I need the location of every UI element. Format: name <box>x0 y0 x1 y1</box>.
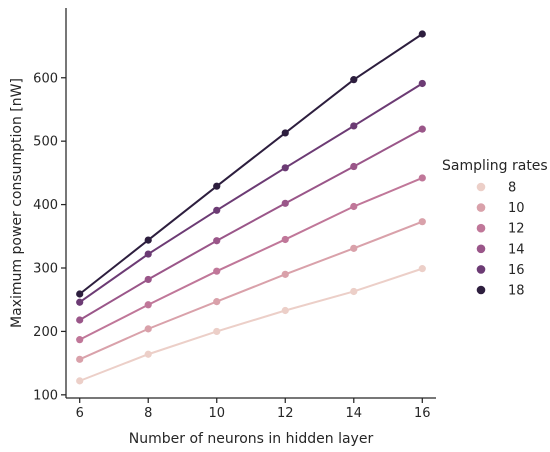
series-line <box>79 220 423 361</box>
y-tick-label: 100 <box>33 388 58 403</box>
legend-label: 8 <box>508 181 516 196</box>
series-line <box>79 82 423 304</box>
series-line <box>79 33 423 295</box>
legend-marker <box>476 265 486 274</box>
data-point <box>350 76 358 84</box>
data-point <box>76 377 84 385</box>
legend-marker <box>476 285 486 295</box>
data-point <box>213 206 221 214</box>
data-point <box>418 218 426 226</box>
legend-label: 10 <box>508 201 525 216</box>
legend-marker <box>476 244 486 254</box>
data-point <box>350 244 358 252</box>
legend-marker <box>476 223 486 233</box>
data-point <box>418 265 426 273</box>
legend-label: 18 <box>508 284 525 299</box>
x-tick-label: 10 <box>208 406 225 421</box>
data-point <box>213 182 221 190</box>
y-tick-label: 600 <box>33 71 58 86</box>
data-point <box>213 237 221 245</box>
data-point <box>281 270 289 278</box>
data-point <box>418 79 426 88</box>
x-axis-title: Number of neurons in hidden layer <box>129 431 374 447</box>
legend-label: 16 <box>508 263 525 278</box>
data-point <box>418 174 426 182</box>
series-14 <box>76 125 426 324</box>
data-point <box>350 287 358 296</box>
data-point <box>281 199 289 207</box>
series-10 <box>76 218 426 363</box>
x-tick-label: 16 <box>414 406 431 421</box>
data-point <box>213 267 221 275</box>
y-tick-label: 200 <box>33 325 58 340</box>
series-8 <box>76 265 426 385</box>
legend-marker <box>476 203 486 212</box>
x-tick-label: 12 <box>277 406 294 421</box>
data-point <box>350 122 358 130</box>
legend: Sampling rates 8 10 12 14 16 18 <box>442 158 548 299</box>
series-18 <box>76 30 426 298</box>
data-point <box>281 129 289 137</box>
series-layer <box>76 30 426 385</box>
data-point <box>144 236 152 244</box>
legend-label: 12 <box>508 222 525 237</box>
series-line <box>79 267 423 382</box>
series-line <box>79 177 423 341</box>
legend-marker <box>476 182 486 192</box>
series-16 <box>76 79 426 306</box>
data-point <box>76 298 84 306</box>
x-tick-label: 6 <box>76 406 84 421</box>
data-point <box>144 301 152 309</box>
data-point <box>76 316 84 324</box>
data-point <box>76 290 84 298</box>
y-tick-label: 400 <box>33 198 58 213</box>
x-tick-label: 14 <box>346 406 363 421</box>
series-12 <box>76 174 426 344</box>
data-point <box>350 162 358 171</box>
data-point <box>144 350 152 358</box>
y-tick-label: 300 <box>33 262 58 277</box>
data-point <box>144 250 152 258</box>
data-point <box>144 275 152 284</box>
data-point <box>281 306 289 315</box>
y-tick-label: 500 <box>33 135 58 150</box>
y-axis-title: Maximum power consumption [nW] <box>9 78 25 328</box>
data-point <box>76 336 84 344</box>
data-point <box>418 30 426 38</box>
axes: 6 8 10 12 14 16 100 200 300 400 500 600 <box>33 8 436 421</box>
legend-label: 14 <box>508 242 525 257</box>
data-point <box>213 327 221 336</box>
data-point <box>281 164 289 172</box>
data-point <box>213 298 221 306</box>
data-point <box>350 202 358 211</box>
data-point <box>144 325 152 333</box>
data-point <box>281 235 289 244</box>
data-point <box>76 355 84 363</box>
x-tick-label: 8 <box>144 406 152 421</box>
series-line <box>79 128 423 321</box>
data-point <box>418 125 426 133</box>
legend-title: Sampling rates <box>442 158 548 174</box>
